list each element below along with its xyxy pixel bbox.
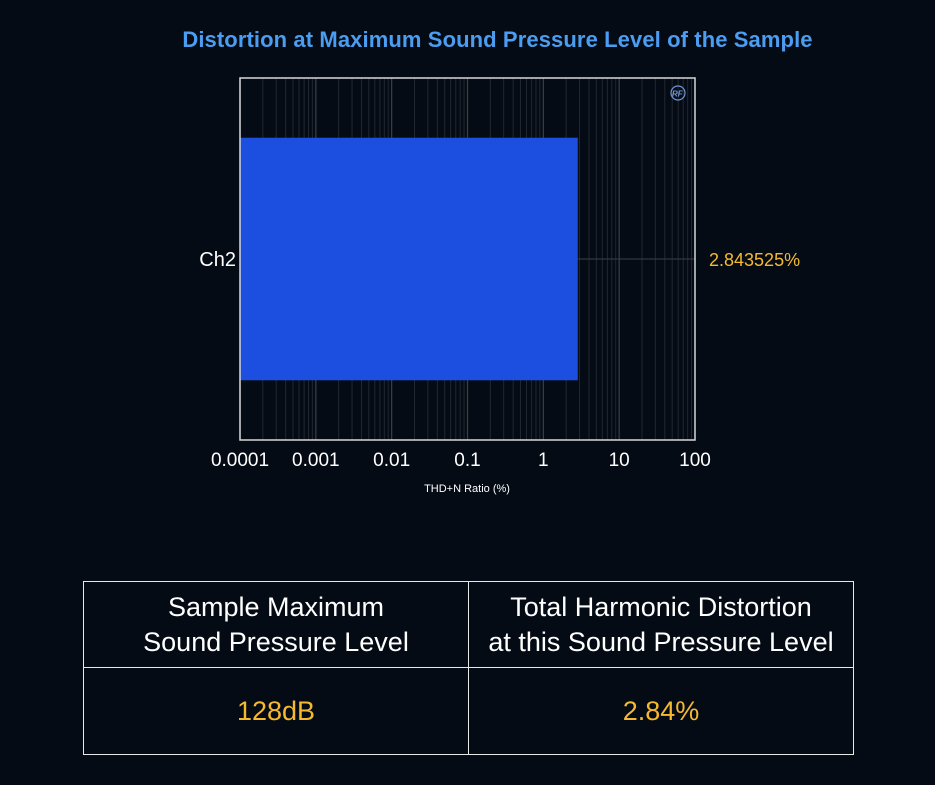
svg-text:RF: RF <box>672 90 684 99</box>
header-thd-line2: at this Sound Pressure Level <box>488 626 834 657</box>
header-thd-line1: Total Harmonic Distortion <box>510 591 812 622</box>
bar-ch2 <box>240 137 578 381</box>
table-row: 128dB 2.84% <box>83 667 854 755</box>
x-tick-label: 100 <box>679 450 711 471</box>
rf-logo-icon: RF <box>670 85 686 101</box>
header-thd: Total Harmonic Distortion at this Sound … <box>468 581 854 668</box>
x-tick-label: 0.1 <box>454 450 480 471</box>
max-spl-value: 128dB <box>83 667 469 755</box>
plot-frame <box>239 77 696 441</box>
category-label: Ch2 <box>199 249 236 271</box>
chart: RF 0.0001 0.001 0.01 0.1 1 10 100 Ch2 2.843525%… <box>199 77 800 495</box>
x-tick-label: 0.01 <box>373 450 410 471</box>
thd-value: 2.84% <box>468 667 854 755</box>
header-max-spl-line1: Sample Maximum <box>167 591 385 622</box>
x-tick-label: 0.001 <box>292 450 340 471</box>
summary-table: Sample Maximum Sound Pressure Level Tota… <box>83 581 854 755</box>
bars <box>240 137 578 381</box>
x-tick-label: 10 <box>609 450 630 471</box>
x-tick-label: 1 <box>538 450 549 471</box>
chart-title: Distortion at Maximum Sound Pressure Lev… <box>182 27 813 52</box>
header-max-spl: Sample Maximum Sound Pressure Level <box>83 581 469 668</box>
x-tick-label: 0.0001 <box>211 450 269 471</box>
header-max-spl-line2: Sound Pressure Level <box>143 626 409 657</box>
x-axis-ticks: 0.0001 0.001 0.01 0.1 1 10 100 <box>211 450 711 471</box>
value-label: 2.843525% <box>709 250 800 270</box>
x-axis-label: THD+N Ratio (%) <box>424 483 510 495</box>
table-header-row: Sample Maximum Sound Pressure Level Tota… <box>83 581 854 668</box>
labels: Ch2 2.843525% <box>199 249 800 271</box>
